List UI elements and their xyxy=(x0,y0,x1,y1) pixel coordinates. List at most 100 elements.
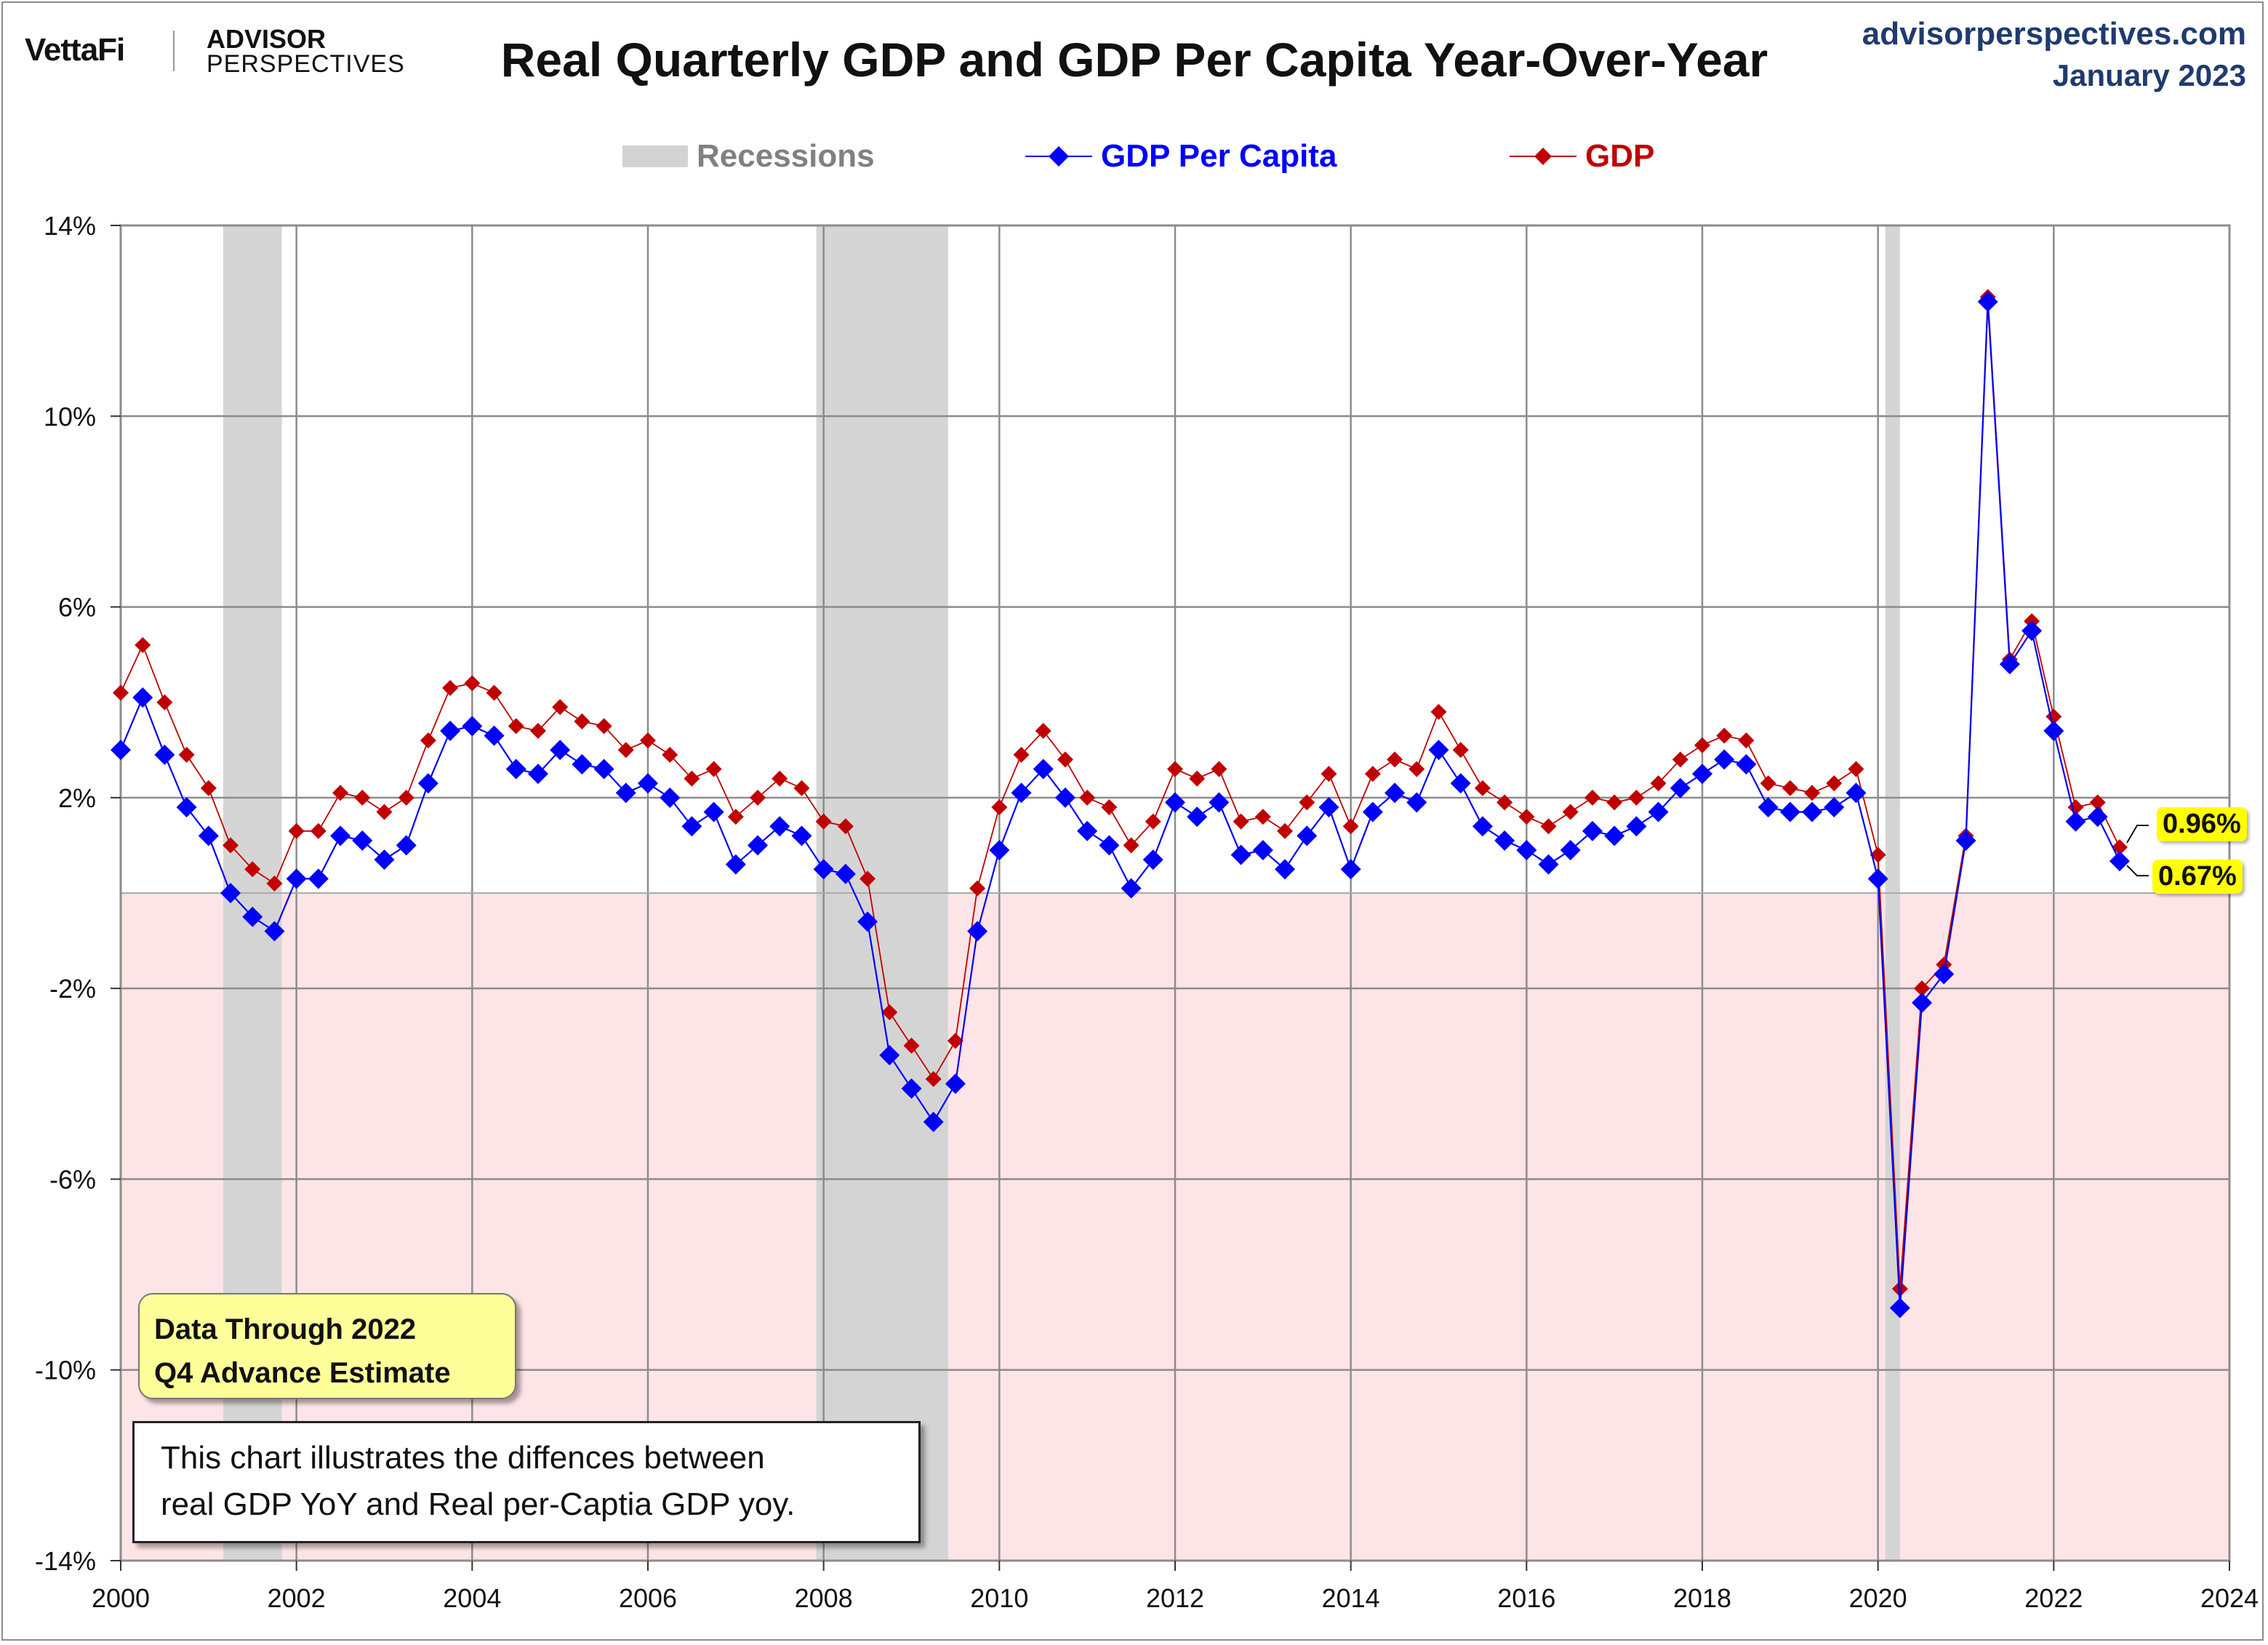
data-point-per-capita xyxy=(1318,796,1339,817)
data-point-gdp xyxy=(442,680,459,697)
data-point-per-capita xyxy=(1340,859,1361,880)
data-point-per-capita xyxy=(396,835,417,856)
data-point-gdp xyxy=(1342,818,1359,835)
data-point-gdp xyxy=(310,822,326,839)
series-layer xyxy=(111,289,2130,1318)
data-point-per-capita xyxy=(1692,764,1712,785)
data-point-gdp xyxy=(244,861,261,878)
data-point-per-capita xyxy=(1142,849,1163,870)
data-point-gdp xyxy=(1430,703,1447,720)
legend-label-per-capita: GDP Per Capita xyxy=(1101,138,1337,174)
data-point-gdp xyxy=(925,1070,942,1087)
data-point-per-capita xyxy=(989,839,1010,860)
data-point-gdp xyxy=(464,675,481,692)
data-point-gdp xyxy=(1211,761,1227,777)
data-point-per-capita xyxy=(1736,753,1757,775)
source-site: advisorperspectives.com xyxy=(1862,16,2246,52)
y-tick-label: -10% xyxy=(35,1356,96,1385)
x-tick-label: 2016 xyxy=(1497,1583,1555,1613)
data-point-per-capita xyxy=(660,787,681,808)
data-point-gdp xyxy=(486,684,502,701)
data-point-per-capita xyxy=(857,911,878,932)
data-point-per-capita xyxy=(1494,830,1515,851)
data-point-gdp xyxy=(1628,789,1645,806)
data-point-gdp xyxy=(200,780,217,796)
data-point-per-capita xyxy=(242,906,263,927)
legend-marker-gdp xyxy=(1510,148,1576,165)
data-point-gdp xyxy=(1694,737,1710,753)
data-point-gdp xyxy=(1145,813,1161,830)
data-point-per-capita xyxy=(703,801,724,822)
data-point-per-capita xyxy=(1099,835,1120,856)
data-point-gdp xyxy=(288,822,305,839)
data-point-gdp xyxy=(1891,1281,1908,1297)
chart-title: Real Quarterly GDP and GDP Per Capita Ye… xyxy=(500,33,1768,87)
data-point-per-capita xyxy=(176,796,197,817)
data-point-per-capita xyxy=(1560,839,1581,860)
data-point-per-capita xyxy=(1362,801,1383,822)
data-point-gdp xyxy=(881,1004,898,1020)
source-block: advisorperspectives.com January 2023 xyxy=(1862,16,2246,93)
data-point-gdp xyxy=(354,789,371,806)
data-point-gdp xyxy=(223,837,239,854)
data-point-gdp xyxy=(266,875,283,892)
data-point-gdp xyxy=(684,770,700,787)
data-point-gdp xyxy=(508,718,524,735)
data-point-per-capita xyxy=(1428,740,1449,761)
end-label-per-capita: 0.67% xyxy=(2152,860,2243,894)
data-point-per-capita xyxy=(1912,992,1933,1013)
x-tick-label: 2010 xyxy=(970,1583,1028,1613)
data-point-per-capita xyxy=(1230,844,1251,865)
data-point-per-capita xyxy=(132,687,153,708)
data-point-per-capita xyxy=(1824,796,1845,817)
data-point-per-capita xyxy=(1406,792,1427,813)
data-point-per-capita xyxy=(417,773,438,794)
data-point-gdp xyxy=(1870,846,1886,863)
data-point-per-capita xyxy=(791,825,812,846)
data-point-per-capita xyxy=(1450,773,1471,794)
data-point-per-capita xyxy=(1472,816,1493,837)
x-tick-label: 2002 xyxy=(268,1583,326,1613)
data-point-gdp xyxy=(903,1037,920,1054)
data-point-gdp xyxy=(1452,742,1469,759)
logo-perspectives: PERSPECTIVES xyxy=(207,50,405,78)
data-point-gdp xyxy=(552,699,569,716)
data-point-per-capita xyxy=(330,825,351,846)
data-point-per-capita xyxy=(813,859,834,880)
data-point-gdp xyxy=(1672,751,1688,768)
data-point-per-capita xyxy=(198,825,219,846)
data-point-gdp xyxy=(727,809,744,825)
data-point-per-capita xyxy=(1846,783,1867,804)
data-point-per-capita xyxy=(1670,777,1691,799)
data-point-gdp xyxy=(772,770,788,787)
data-point-per-capita xyxy=(835,863,856,884)
x-tick-label: 2000 xyxy=(92,1583,150,1613)
data-point-per-capita xyxy=(1604,825,1625,846)
data-point-per-capita xyxy=(879,1044,900,1065)
logo-vettafi: VettaFi xyxy=(25,32,125,68)
data-point-per-capita xyxy=(308,868,329,889)
data-point-gdp xyxy=(2089,794,2106,811)
source-date: January 2023 xyxy=(2052,58,2246,92)
end-label-leaders xyxy=(2126,825,2149,877)
data-point-per-capita xyxy=(572,753,593,775)
description-line1: This chart illustrates the diffences bet… xyxy=(161,1440,765,1476)
data-point-per-capita xyxy=(484,725,505,746)
data-point-gdp xyxy=(1606,794,1623,811)
data-point-gdp xyxy=(991,799,1008,815)
data-point-gdp xyxy=(1057,751,1073,768)
data-point-per-capita xyxy=(638,773,658,794)
x-tick-label: 2004 xyxy=(443,1583,501,1613)
x-tick-label: 2020 xyxy=(1849,1583,1907,1613)
data-point-gdp xyxy=(1474,780,1491,796)
data-point-per-capita xyxy=(1538,854,1559,875)
legend-label-gdp: GDP xyxy=(1585,138,1655,174)
data-point-per-capita xyxy=(681,816,702,837)
data-point-per-capita xyxy=(111,740,131,761)
data-point-gdp xyxy=(1123,837,1139,854)
data-point-gdp xyxy=(1584,789,1600,806)
x-tick-label: 2022 xyxy=(2024,1583,2083,1613)
data-point-per-capita xyxy=(945,1073,966,1094)
data-point-per-capita xyxy=(1165,792,1185,813)
end-label-gdp: 0.96% xyxy=(2157,807,2247,841)
